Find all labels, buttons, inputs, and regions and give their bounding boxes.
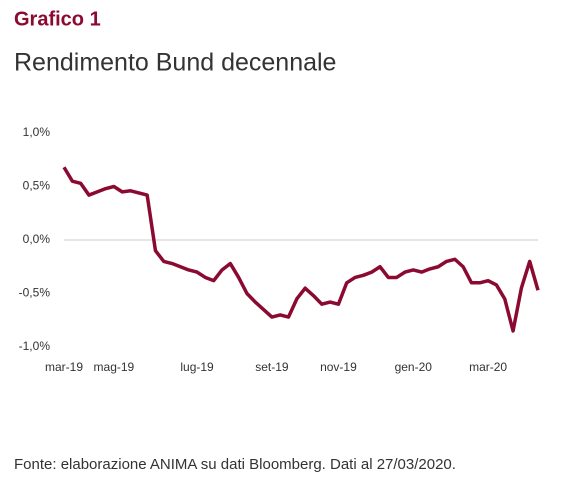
y-tick-label: -1,0% xyxy=(19,339,51,353)
x-tick-label: nov-19 xyxy=(320,360,357,374)
source-note: Fonte: elaborazione ANIMA su dati Bloomb… xyxy=(14,456,456,473)
line xyxy=(62,166,540,333)
x-tick-label: mar-20 xyxy=(469,360,507,374)
y-tick-label: 0,0% xyxy=(23,232,51,246)
y-tick-label: -0,5% xyxy=(19,286,51,300)
x-tick-label: mar-19 xyxy=(45,360,83,374)
chart-title: Rendimento Bund decennale xyxy=(14,49,336,77)
x-tick-label: lug-19 xyxy=(180,360,214,374)
chart-label: Grafico 1 xyxy=(14,8,101,30)
x-tick-label: set-19 xyxy=(255,360,289,374)
x-tick-label: mag-19 xyxy=(94,360,135,374)
y-tick-label: 1,0% xyxy=(23,125,51,139)
y-tick-label: 0,5% xyxy=(23,179,51,193)
x-tick-label: gen-20 xyxy=(395,360,433,374)
